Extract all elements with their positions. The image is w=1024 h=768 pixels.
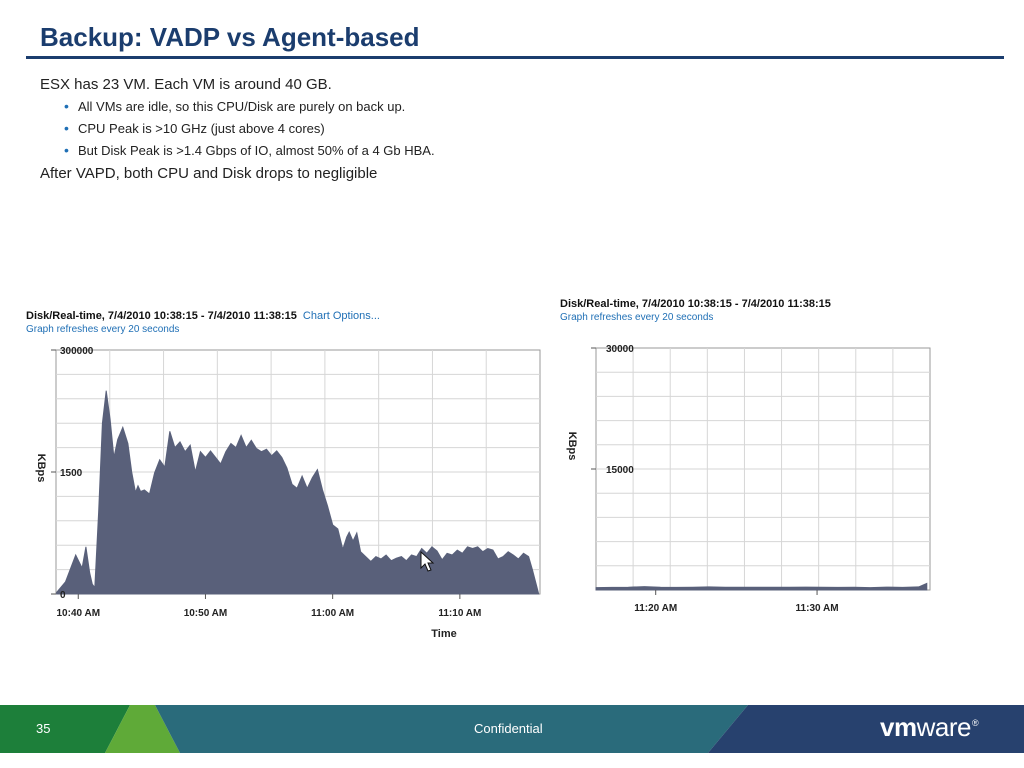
footer-band-navy (708, 705, 1024, 753)
footer-band (0, 705, 1024, 753)
y-tick-label: 0 (60, 590, 66, 601)
y-tick-label: 1500 (60, 468, 83, 479)
chart-plot: KBps Time 300000 1500 0 10:40 AM 10:50 AM 11:… (35, 346, 541, 640)
vadp-disk-chart: Disk/Real-time, 7/4/2010 10:38:15 - 7/4/… (560, 298, 935, 628)
bullet-text: But Disk Peak is >1.4 Gbps of IO, almost… (78, 143, 435, 158)
mouse-cursor-icon (420, 550, 435, 572)
vmware-logo: vmware® (880, 712, 979, 743)
footer-band-teal (155, 705, 748, 753)
bullet-dot-icon: • (64, 98, 69, 114)
title-divider (26, 56, 1004, 59)
bullet-dot-icon: • (64, 142, 69, 158)
chart-options-link[interactable]: Chart Options... (302, 310, 380, 322)
footer-label: Confidential (474, 721, 543, 736)
y-tick-label: 300000 (60, 346, 94, 357)
bullet-dot-icon: • (64, 120, 69, 136)
x-tick-label: 11:30 AM (796, 603, 839, 614)
y-axis-label: KBps (566, 432, 578, 461)
y-tick-label: 30000 (606, 344, 634, 355)
chart-header: Disk/Real-time, 7/4/2010 10:38:15 - 7/4/… (26, 310, 546, 322)
slide-title: Backup: VADP vs Agent-based (40, 22, 420, 52)
x-axis-label: Time (431, 628, 456, 640)
bullet-list: • All VMs are idle, so this CPU/Disk are … (40, 98, 980, 158)
logo-prefix: vm (880, 712, 917, 742)
lead-text: ESX has 23 VM. Each VM is around 40 GB. (40, 76, 332, 93)
page-number: 35 (36, 721, 51, 736)
logo-suffix: ware (916, 712, 972, 742)
y-axis-label: KBps (35, 454, 47, 483)
bullet-text: All VMs are idle, so this CPU/Disk are p… (78, 99, 406, 114)
x-tick-label: 11:10 AM (438, 608, 481, 619)
bullet-item: • CPU Peak is >10 GHz (just above 4 cores… (64, 120, 980, 136)
x-tick-label: 11:00 AM (311, 608, 354, 619)
y-tick-label: 15000 (606, 465, 634, 476)
x-tick-label: 10:50 AM (184, 608, 228, 619)
slide-body: ESX has 23 VM. Each VM is around 40 GB. … (40, 76, 980, 182)
conclusion-text: After VAPD, both CPU and Disk drops to n… (40, 165, 378, 182)
footer-band-green (0, 705, 130, 753)
chart-header: Disk/Real-time, 7/4/2010 10:38:15 - 7/4/… (560, 298, 935, 310)
disk-usage-area (56, 390, 540, 595)
disk-usage-area (595, 582, 928, 591)
chart-subtitle: Graph refreshes every 20 seconds (26, 324, 180, 335)
chart-title: Disk/Real-time, 7/4/2010 10:38:15 - 7/4/… (26, 310, 297, 322)
chart-subtitle: Graph refreshes every 20 seconds (560, 312, 714, 323)
slide-footer: 35 Confidential vmware® (0, 705, 1024, 753)
x-tick-label: 11:20 AM (634, 603, 677, 614)
chart-title: Disk/Real-time, 7/4/2010 10:38:15 - 7/4/… (560, 298, 831, 310)
x-tick-label: 10:40 AM (56, 608, 100, 619)
chart-plot: KBps 30000 15000 11:20 AM 11:30 AM (566, 344, 931, 614)
bullet-item: • All VMs are idle, so this CPU/Disk are … (64, 98, 980, 114)
bullet-text: CPU Peak is >10 GHz (just above 4 cores) (78, 121, 325, 136)
bullet-item: • But Disk Peak is >1.4 Gbps of IO, almos… (64, 142, 980, 158)
agent-based-disk-chart: Disk/Real-time, 7/4/2010 10:38:15 - 7/4/… (26, 310, 546, 645)
registered-mark: ® (971, 718, 979, 729)
